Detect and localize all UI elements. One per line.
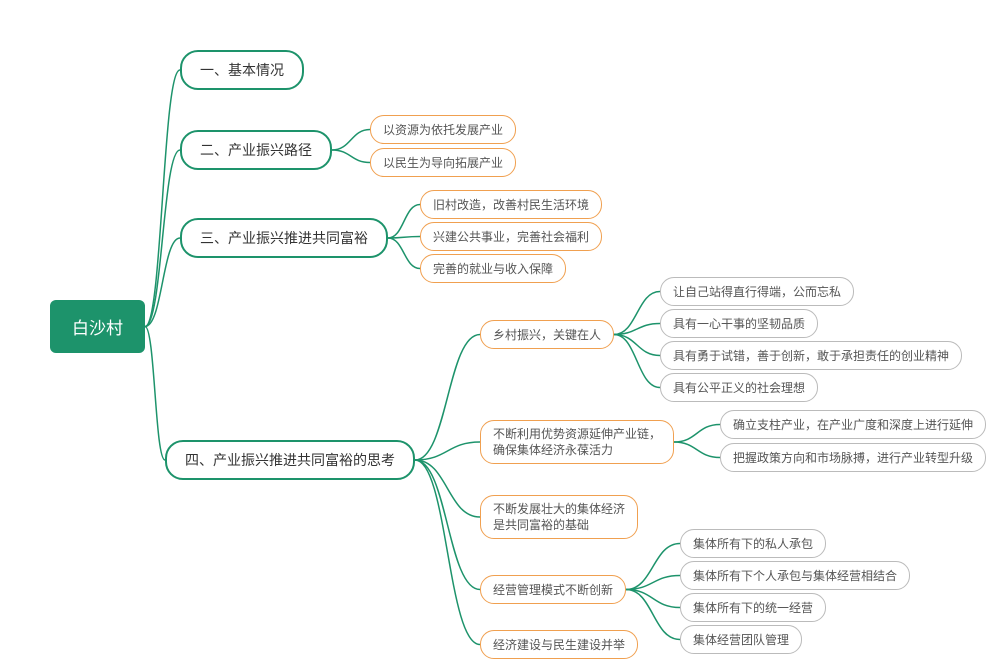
branch-2-child-1: 以资源为依托发展产业 <box>370 115 516 144</box>
branch-4-child-1-leaf-1: 让自己站得直行得端，公而忘私 <box>660 277 854 306</box>
branch-2: 二、产业振兴路径 <box>180 130 332 170</box>
branch-4-child-4-leaf-3: 集体所有下的统一经营 <box>680 593 826 622</box>
branch-4-child-4-leaf-1: 集体所有下的私人承包 <box>680 529 826 558</box>
branch-3-child-2: 兴建公共事业，完善社会福利 <box>420 222 602 251</box>
branch-3: 三、产业振兴推进共同富裕 <box>180 218 388 258</box>
branch-4-child-1-leaf-4: 具有公平正义的社会理想 <box>660 373 818 402</box>
branch-4-child-2-leaf-2: 把握政策方向和市场脉搏，进行产业转型升级 <box>720 443 986 472</box>
branch-4-child-3: 不断发展壮大的集体经济 是共同富裕的基础 <box>480 495 638 539</box>
branch-4-child-4-leaf-2: 集体所有下个人承包与集体经营相结合 <box>680 561 910 590</box>
branch-2-child-2: 以民生为导向拓展产业 <box>370 148 516 177</box>
branch-4-child-4: 经营管理模式不断创新 <box>480 575 626 604</box>
branch-4-child-1: 乡村振兴，关键在人 <box>480 320 614 349</box>
branch-4-child-1-leaf-2: 具有一心干事的坚韧品质 <box>660 309 818 338</box>
branch-3-child-1: 旧村改造，改善村民生活环境 <box>420 190 602 219</box>
branch-4-child-2: 不断利用优势资源延伸产业链， 确保集体经济永葆活力 <box>480 420 674 464</box>
branch-4-child-4-leaf-4: 集体经营团队管理 <box>680 625 802 654</box>
branch-1: 一、基本情况 <box>180 50 304 90</box>
root-node: 白沙村 <box>50 300 145 353</box>
branch-4-child-1-leaf-3: 具有勇于试错，善于创新，敢于承担责任的创业精神 <box>660 341 962 370</box>
branch-4-child-2-leaf-1: 确立支柱产业，在产业广度和深度上进行延伸 <box>720 410 986 439</box>
branch-4: 四、产业振兴推进共同富裕的思考 <box>165 440 415 480</box>
branch-4-child-5: 经济建设与民生建设并举 <box>480 630 638 659</box>
branch-3-child-3: 完善的就业与收入保障 <box>420 254 566 283</box>
